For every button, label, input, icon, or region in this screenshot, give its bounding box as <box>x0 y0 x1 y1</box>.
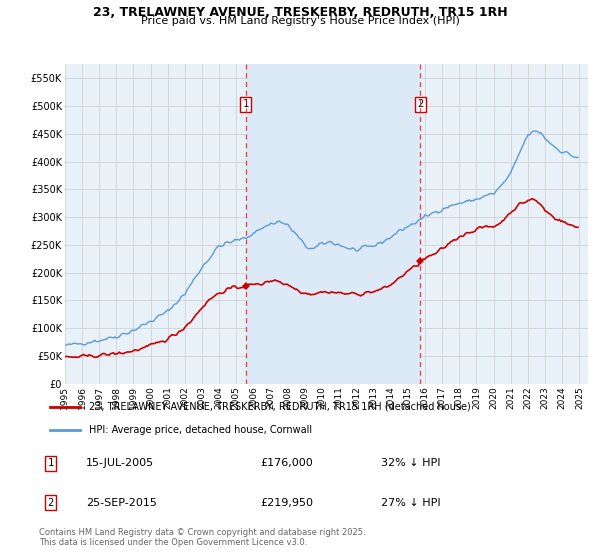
Text: 23, TRELAWNEY AVENUE, TRESKERBY, REDRUTH, TR15 1RH (detached house): 23, TRELAWNEY AVENUE, TRESKERBY, REDRUTH… <box>89 402 470 412</box>
Text: Contains HM Land Registry data © Crown copyright and database right 2025.
This d: Contains HM Land Registry data © Crown c… <box>39 528 365 547</box>
Text: £219,950: £219,950 <box>260 498 313 507</box>
Text: 27% ↓ HPI: 27% ↓ HPI <box>381 498 441 507</box>
Text: 32% ↓ HPI: 32% ↓ HPI <box>381 459 441 468</box>
Text: Price paid vs. HM Land Registry's House Price Index (HPI): Price paid vs. HM Land Registry's House … <box>140 16 460 26</box>
Text: 1: 1 <box>47 459 53 468</box>
Text: 23, TRELAWNEY AVENUE, TRESKERBY, REDRUTH, TR15 1RH: 23, TRELAWNEY AVENUE, TRESKERBY, REDRUTH… <box>92 6 508 18</box>
Text: 1: 1 <box>242 99 249 109</box>
Text: 2: 2 <box>417 99 424 109</box>
Text: 15-JUL-2005: 15-JUL-2005 <box>86 459 154 468</box>
Text: 2: 2 <box>47 498 53 507</box>
Text: 25-SEP-2015: 25-SEP-2015 <box>86 498 157 507</box>
Text: £176,000: £176,000 <box>260 459 313 468</box>
Bar <box>245 64 421 384</box>
Text: HPI: Average price, detached house, Cornwall: HPI: Average price, detached house, Corn… <box>89 425 312 435</box>
